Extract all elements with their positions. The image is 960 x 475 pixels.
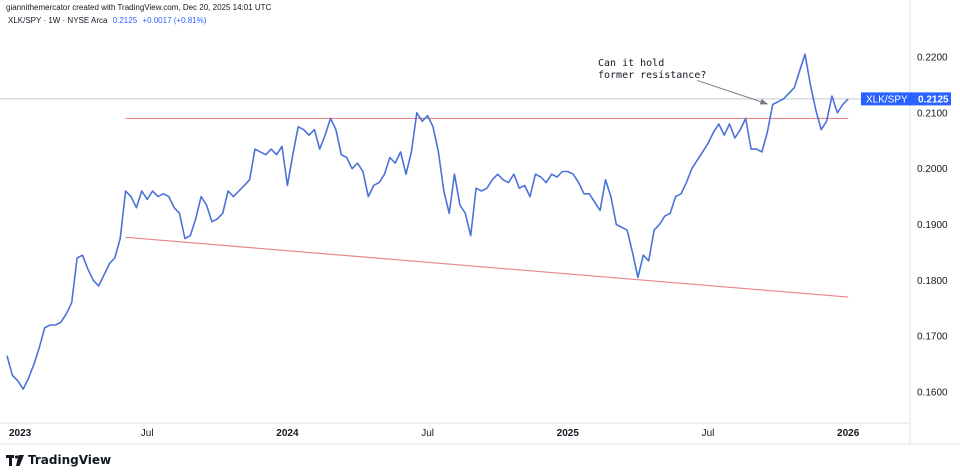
annotation-arrow [697, 79, 769, 105]
x-tick-label: 2026 [837, 428, 860, 439]
tradingview-logo-text: TradingView [28, 453, 112, 467]
y-tick-label: 0.2200 [917, 53, 948, 64]
annotation-line-1: Can it hold [598, 58, 664, 69]
last-price: 0.2125 [112, 16, 138, 25]
y-tick-label: 0.1600 [917, 388, 948, 399]
series-layer [6, 53, 849, 391]
trendlines [125, 117, 849, 298]
chart-credit: giannithemercator created with TradingVi… [6, 3, 272, 12]
y-tick-label: 0.1700 [917, 332, 948, 343]
annotation-line-2: former resistance? [598, 70, 706, 81]
price-label-box [861, 92, 951, 106]
x-tick-label: 2023 [9, 428, 32, 439]
price-label-value: 0.2125 [918, 94, 949, 105]
y-tick-label: 0.2100 [917, 108, 948, 119]
price-label: XLK/SPY 0.2125 [861, 92, 951, 106]
y-tick-label: 0.2000 [917, 164, 948, 175]
price-axis-ticks: 0.1600 0.1700 0.1800 0.1900 0.2000 0.2100 0.22… [917, 53, 948, 399]
time-axis-ticks: 2023 Jul 2024 Jul 2025 Jul 2026 [9, 428, 860, 439]
x-tick-label: Jul [141, 428, 154, 439]
y-tick-label: 0.1900 [917, 220, 948, 231]
y-tick-label: 0.1800 [917, 276, 948, 287]
series-line-xlk-spy[interactable] [6, 53, 849, 391]
symbol-legend[interactable]: XLK/SPY · 1W · NYSE Arca 0.2125 +0.0017 … [8, 16, 206, 25]
tradingview-logo[interactable]: TradingView [6, 453, 111, 467]
x-tick-label: 2025 [557, 428, 580, 439]
price-label-symbol: XLK/SPY [866, 94, 908, 105]
price-change: +0.0017 (+0.81%) [142, 16, 207, 25]
trendline-lower[interactable] [125, 236, 849, 298]
x-tick-label: 2024 [276, 428, 299, 439]
symbol-name: XLK/SPY · 1W · NYSE Arca [8, 16, 108, 25]
x-tick-label: Jul [702, 428, 715, 439]
x-tick-label: Jul [421, 428, 434, 439]
tradingview-logo-icon [6, 454, 24, 466]
